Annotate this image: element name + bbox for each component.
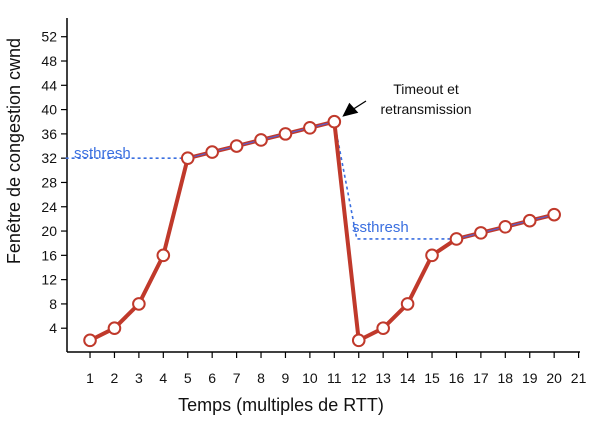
axes xyxy=(66,18,580,353)
data-point xyxy=(547,207,561,222)
data-point xyxy=(278,127,293,141)
x-tick-label: 10 xyxy=(302,370,318,386)
y-tick-label: 4 xyxy=(49,320,57,336)
markers xyxy=(83,114,561,348)
x-tick-label: 3 xyxy=(135,370,143,386)
x-tick-label: 20 xyxy=(546,370,562,386)
data-point xyxy=(425,248,439,263)
y-tick-label: 32 xyxy=(41,150,57,166)
data-point xyxy=(156,248,171,263)
x-tick-label: 15 xyxy=(424,370,440,386)
annotation-line-1: Timeout et xyxy=(393,81,459,97)
y-tick-label: 40 xyxy=(41,102,57,118)
x-tick-label: 14 xyxy=(400,370,416,386)
x-ticks: 1 2 3 4 5 6 7 8 9 10 11 12 13 14 15 16 17 18 19 20 21 xyxy=(86,352,587,386)
annotation-line-2: retransmission xyxy=(380,101,471,117)
data-point xyxy=(205,145,219,159)
data-point xyxy=(107,321,122,336)
x-tick-label: 17 xyxy=(473,370,489,386)
data-point xyxy=(522,213,537,228)
data-point xyxy=(254,133,268,147)
data-point xyxy=(327,114,342,129)
ssthresh-label-2: ssthresh xyxy=(352,219,409,236)
x-tick-label: 11 xyxy=(327,370,342,386)
y-tick-label: 24 xyxy=(41,199,57,215)
y-tick-label: 8 xyxy=(49,296,57,312)
y-tick-label: 52 xyxy=(41,29,57,45)
y-tick-label: 44 xyxy=(41,77,57,93)
ssthresh-label-1: ssthresh xyxy=(74,145,131,162)
y-tick-label: 36 xyxy=(41,126,57,142)
data-point xyxy=(449,232,464,246)
x-tick-label: 8 xyxy=(257,370,265,386)
x-tick-label: 18 xyxy=(498,370,514,386)
data-point xyxy=(83,333,97,348)
x-tick-label: 16 xyxy=(449,370,465,386)
data-point xyxy=(498,219,513,234)
data-point xyxy=(132,297,146,311)
x-tick-label: 6 xyxy=(208,370,216,386)
x-tick-label: 7 xyxy=(233,370,241,386)
y-tick-label: 12 xyxy=(41,272,57,288)
annotations: Timeout et retransmission xyxy=(342,81,472,117)
x-tick-label: 19 xyxy=(522,370,538,386)
annotation-arrow-shaft xyxy=(351,100,367,111)
data-point xyxy=(229,139,244,153)
x-axis-label: Temps (multiples de RTT) xyxy=(178,395,384,415)
y-tick-label: 28 xyxy=(41,174,57,190)
y-tick-label: 16 xyxy=(41,247,57,263)
x-tick-label: 4 xyxy=(159,370,167,386)
ssthresh-lines: ssthresh ssthresh xyxy=(65,121,457,240)
data-point xyxy=(474,226,488,240)
data-point xyxy=(376,321,390,336)
annotation-arrow-head xyxy=(342,102,359,117)
data-point xyxy=(400,297,415,311)
data-point xyxy=(303,121,317,135)
x-tick-label: 5 xyxy=(184,370,192,386)
x-tick-label: 21 xyxy=(571,370,587,386)
data-point xyxy=(351,333,366,348)
y-axis-label: Fenêtre de congestion cwnd xyxy=(4,38,24,264)
x-tick-label: 1 xyxy=(86,370,94,386)
x-tick-label: 12 xyxy=(351,370,367,386)
x-tick-label: 9 xyxy=(282,370,290,386)
x-tick-label: 2 xyxy=(111,370,119,386)
y-tick-label: 20 xyxy=(41,223,57,239)
data-point xyxy=(180,151,195,165)
x-tick-label: 13 xyxy=(375,370,391,386)
y-tick-label: 48 xyxy=(41,53,57,69)
